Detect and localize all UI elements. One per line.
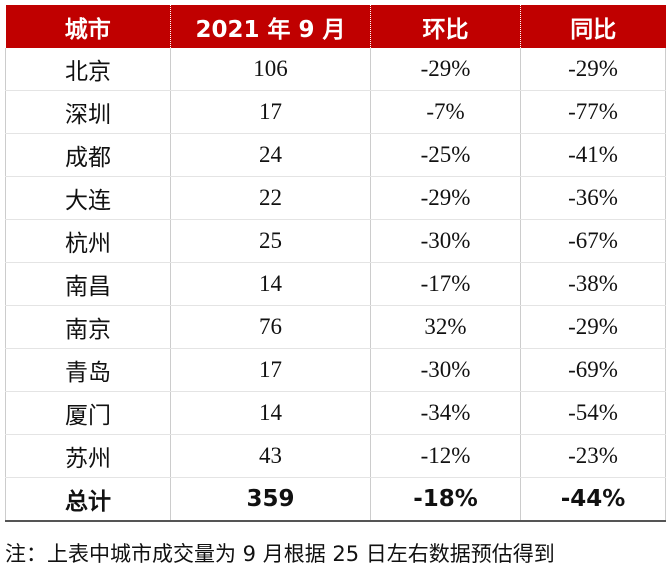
total-cell: -44% xyxy=(520,477,666,522)
table-cell: 17 xyxy=(170,348,371,392)
header-row: 城市 2021 年 9 月环比 同比 xyxy=(5,5,666,48)
table-row: 深圳 17 -7% -77% xyxy=(5,90,666,134)
table-cell: -7% xyxy=(370,90,521,134)
total-cell: 总计 xyxy=(5,477,171,522)
table-cell: -54% xyxy=(520,391,666,435)
table-row: 南京 76 32% -29% xyxy=(5,305,666,349)
table-cell: 14 xyxy=(170,391,371,435)
table-cell: 厦门 xyxy=(5,391,171,435)
table-cell: -34% xyxy=(370,391,521,435)
table-cell: -17% xyxy=(370,262,521,306)
table-row: 大连 22 -29% -36% xyxy=(5,176,666,220)
table-cell: -23% xyxy=(520,434,666,478)
header-cell: 环比 xyxy=(370,5,521,48)
table-cell: -30% xyxy=(370,219,521,263)
table-cell: -29% xyxy=(370,48,521,91)
table-cell: 14 xyxy=(170,262,371,306)
table-cell: 22 xyxy=(170,176,371,220)
table-cell: 南京 xyxy=(5,305,171,349)
table-cell: 成都 xyxy=(5,133,171,177)
table-cell: 17 xyxy=(170,90,371,134)
table-cell: 青岛 xyxy=(5,348,171,392)
table-cell: 南昌 xyxy=(5,262,171,306)
total-row: 总计 359 -18% -44% xyxy=(5,477,666,522)
table-cell: -25% xyxy=(370,133,521,177)
table-row: 杭州 25 -30% -67% xyxy=(5,219,666,263)
table-cell: 43 xyxy=(170,434,371,478)
total-cell: -18% xyxy=(370,477,521,522)
table-cell: -77% xyxy=(520,90,666,134)
table-row: 苏州 43 -12% -23% xyxy=(5,434,666,478)
table-cell: 76 xyxy=(170,305,371,349)
header-cell: 2021 年 9 月 xyxy=(170,5,371,48)
header-cell: 同比 xyxy=(520,5,666,48)
table-cell: -38% xyxy=(520,262,666,306)
table-body: 北京 106 -29% -29% 深圳 17 -7% -77% 成都 24 -25% -41% 大连 22… xyxy=(5,48,666,522)
table-cell: -67% xyxy=(520,219,666,263)
table-cell: -69% xyxy=(520,348,666,392)
table-row: 北京 106 -29% -29% xyxy=(5,48,666,91)
table-row: 青岛 17 -30% -69% xyxy=(5,348,666,392)
table-cell: -29% xyxy=(520,48,666,91)
table-cell: 杭州 xyxy=(5,219,171,263)
footnote: 注：上表中城市成交量为 9 月根据 25 日左右数据预估得到 xyxy=(5,542,555,566)
table-cell: 25 xyxy=(170,219,371,263)
table-row: 成都 24 -25% -41% xyxy=(5,133,666,177)
table-cell: -41% xyxy=(520,133,666,177)
table-cell: -12% xyxy=(370,434,521,478)
table-cell: -30% xyxy=(370,348,521,392)
table-cell: -29% xyxy=(520,305,666,349)
table-cell: -36% xyxy=(520,176,666,220)
table-cell: 北京 xyxy=(5,48,171,91)
table-cell: 深圳 xyxy=(5,90,171,134)
table-cell: 大连 xyxy=(5,176,171,220)
table-cell: 24 xyxy=(170,133,371,177)
table-row: 南昌 14 -17% -38% xyxy=(5,262,666,306)
table-cell: 106 xyxy=(170,48,371,91)
data-table: 城市 2021 年 9 月环比 同比 北京 106 -29% -29% 深圳 17 -7% -77… xyxy=(5,5,666,522)
table-cell: 32% xyxy=(370,305,521,349)
table-row: 厦门 14 -34% -54% xyxy=(5,391,666,435)
header-cell: 城市 xyxy=(5,5,171,48)
table-cell: 苏州 xyxy=(5,434,171,478)
table-cell: -29% xyxy=(370,176,521,220)
total-cell: 359 xyxy=(170,477,371,522)
